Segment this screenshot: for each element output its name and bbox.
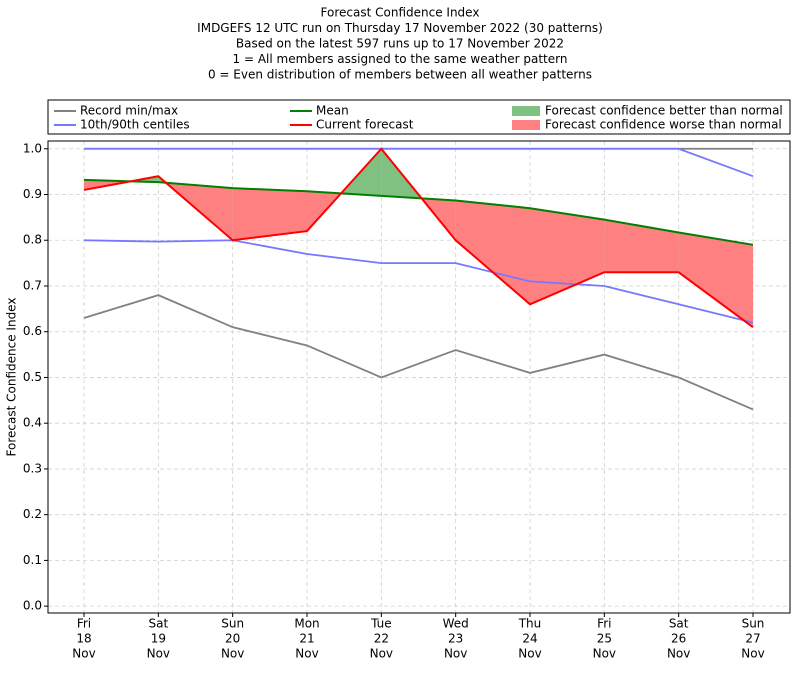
confidence-fill xyxy=(604,219,679,273)
centile-90-line xyxy=(84,147,754,178)
chart-title: IMDGEFS 12 UTC run on Thursday 17 Novemb… xyxy=(197,21,603,35)
legend-patch xyxy=(512,120,540,130)
y-tick-label: 0.3 xyxy=(23,461,42,475)
y-tick-label: 0.5 xyxy=(23,370,42,384)
x-tick-label: 25 xyxy=(597,632,612,646)
y-tick-label: 0.4 xyxy=(23,416,42,430)
x-tick-label: Fri xyxy=(77,617,91,631)
chart-title: 0 = Even distribution of members between… xyxy=(208,68,592,82)
x-tick-label: Sat xyxy=(148,617,168,631)
y-tick-label: 0.7 xyxy=(23,278,42,292)
confidence-fill xyxy=(678,232,753,328)
x-tick-label: 24 xyxy=(522,632,537,646)
x-tick-label: Nov xyxy=(741,647,764,661)
chart-title: Forecast Confidence Index xyxy=(321,6,480,20)
x-tick-label: 26 xyxy=(671,632,686,646)
x-tick-label: Nov xyxy=(444,647,467,661)
y-tick-label: 0.8 xyxy=(23,233,42,247)
x-tick-label: 21 xyxy=(299,632,314,646)
x-tick-label: Nov xyxy=(370,647,393,661)
x-tick-label: Thu xyxy=(518,617,542,631)
y-tick-label: 0.9 xyxy=(23,187,42,201)
legend-patch xyxy=(512,106,540,116)
x-tick-label: 20 xyxy=(225,632,240,646)
y-tick-label: 0.1 xyxy=(23,553,42,567)
mean-line xyxy=(83,178,754,246)
legend-label: Forecast confidence better than normal xyxy=(545,104,783,118)
y-axis-label: Forecast Confidence Index xyxy=(5,298,19,457)
y-tick-label: 1.0 xyxy=(23,141,42,155)
y-tick-label: 0.6 xyxy=(23,324,42,338)
chart-title: 1 = All members assigned to the same wea… xyxy=(233,52,568,66)
legend-label: Forecast confidence worse than normal xyxy=(545,118,782,132)
x-tick-label: Sat xyxy=(669,617,689,631)
x-tick-label: Wed xyxy=(443,617,469,631)
y-tick-label: 0.2 xyxy=(23,507,42,521)
record-min-line xyxy=(83,294,754,411)
x-tick-label: Nov xyxy=(518,647,541,661)
x-tick-label: Mon xyxy=(294,617,319,631)
x-tick-label: Sun xyxy=(221,617,244,631)
x-tick-label: Nov xyxy=(667,647,690,661)
x-tick-label: Nov xyxy=(72,647,95,661)
x-tick-label: 18 xyxy=(76,632,91,646)
x-tick-label: 27 xyxy=(745,632,760,646)
legend-box xyxy=(47,99,791,135)
x-tick-label: 22 xyxy=(374,632,389,646)
confidence-fill xyxy=(530,208,605,305)
confidence-fill xyxy=(455,200,530,305)
current-line xyxy=(83,147,754,328)
legend-label: Record min/max xyxy=(80,104,178,118)
legend-label: Current forecast xyxy=(316,118,414,132)
x-tick-label: Nov xyxy=(593,647,616,661)
y-tick-label: 0.0 xyxy=(23,599,42,613)
x-tick-label: 19 xyxy=(151,632,166,646)
x-tick-label: Sun xyxy=(742,617,765,631)
plot-frame xyxy=(47,140,791,614)
x-tick-label: Tue xyxy=(370,617,392,631)
x-tick-label: 23 xyxy=(448,632,463,646)
x-tick-label: Fri xyxy=(597,617,611,631)
legend-label: 10th/90th centiles xyxy=(80,118,190,132)
chart-title: Based on the latest 597 runs up to 17 No… xyxy=(236,37,564,51)
x-tick-label: Nov xyxy=(295,647,318,661)
confidence-fill xyxy=(232,188,307,241)
centile-10-line xyxy=(83,239,754,324)
x-tick-label: Nov xyxy=(221,647,244,661)
legend-label: Mean xyxy=(316,104,349,118)
x-tick-label: Nov xyxy=(147,647,170,661)
